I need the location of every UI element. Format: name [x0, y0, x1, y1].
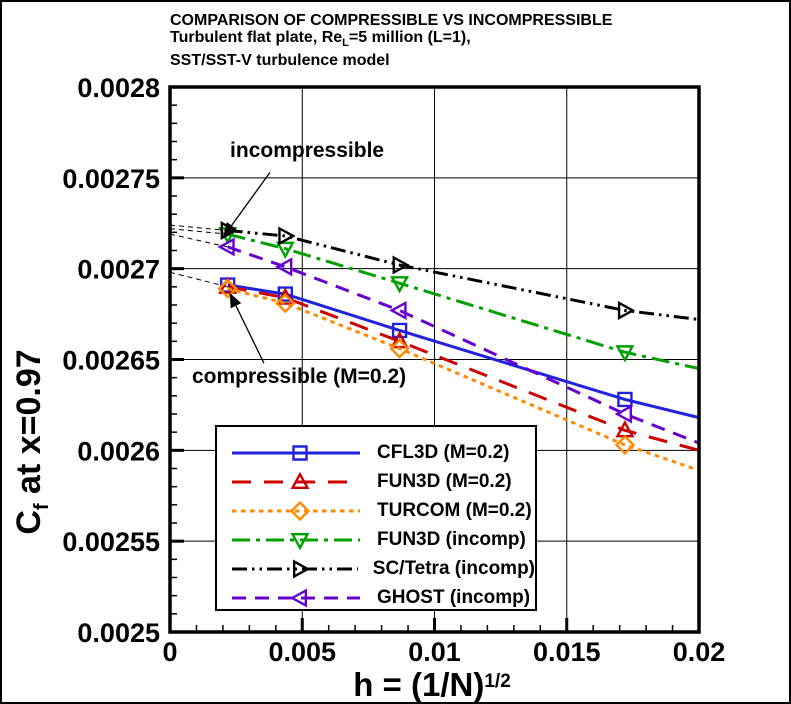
superscript-half: 1/2	[484, 671, 511, 692]
legend-item: FUN3D (M=0.2)	[217, 467, 535, 496]
chart-title-line1: COMPARISON OF COMPRESSIBLE VS INCOMPRESS…	[170, 12, 613, 29]
legend-item: TURCOM (M=0.2)	[217, 496, 535, 525]
legend-line-sample	[232, 532, 360, 550]
legend-line-sample	[232, 558, 358, 579]
legend-line-sample	[232, 587, 360, 608]
plot-border	[168, 85, 701, 634]
legend-label: GHOST (incomp)	[377, 586, 531, 608]
extrapolation-lines	[169, 224, 228, 288]
data-marker-triangle-left	[275, 257, 293, 277]
legend-label: FUN3D (M=0.2)	[377, 470, 512, 492]
tick-labels: 0 0.005 0.01 0.015 0.02 0.0025 0.00255 0.0026 0.…	[62, 73, 725, 667]
legend-line-sample	[232, 471, 360, 489]
legend-item: CFL3D (M=0.2)	[217, 438, 535, 467]
legend-item: SC/Tetra (incomp)	[217, 554, 535, 583]
legend-item: GHOST (incomp)	[217, 583, 535, 612]
data-marker-triangle-up	[218, 276, 238, 294]
legend-line-sample	[232, 500, 360, 521]
legend-line-sample	[232, 444, 360, 461]
legend-marker-triangle-right	[292, 558, 311, 579]
legend-marker-triangle-down	[290, 532, 310, 550]
y-tick-label: 0.0025	[77, 618, 160, 648]
subscript-L: L	[342, 37, 349, 50]
data-marker-triangle-down	[615, 345, 635, 363]
x-tick-label: 0	[162, 637, 177, 667]
y-tick-label: 0.0027	[77, 255, 160, 285]
data-marker-triangle-right	[617, 300, 636, 320]
chart-title-block: COMPARISON OF COMPRESSIBLE VS INCOMPRESS…	[170, 12, 612, 69]
data-marker-triangle-left	[389, 300, 407, 320]
data-marker-triangle-down	[275, 241, 295, 259]
legend-label: SC/Tetra (incomp)	[372, 557, 535, 579]
legend-label: FUN3D (incomp)	[377, 528, 526, 550]
annotation-arrow	[223, 172, 271, 238]
data-marker-triangle-right	[278, 226, 296, 246]
data-marker-diamond	[614, 434, 636, 456]
y-tick-label: 0.0026	[77, 436, 160, 466]
chart-title-line2: Turbulent flat plate, ReL=5 million (L=1…	[170, 29, 471, 50]
data-marker-triangle-left	[614, 404, 632, 424]
legend-label: TURCOM (M=0.2)	[377, 499, 532, 521]
data-marker-diamond	[217, 278, 238, 299]
x-axis-title: h = (1/N)1/2	[353, 666, 511, 703]
y-tick-label: 0.00275	[62, 164, 160, 194]
data-marker-diamond	[275, 293, 296, 314]
subscript-f: f	[30, 503, 53, 511]
series-ghost-incomp-	[217, 237, 700, 445]
chart-title-line3: SST/SST-V turbulence model	[170, 52, 390, 70]
legend-marker-triangle-up	[290, 471, 310, 489]
y-tick-label: 0.00255	[62, 527, 160, 557]
data-marker-triangle-right	[392, 255, 410, 275]
legend-label: CFL3D (M=0.2)	[377, 441, 510, 463]
series-turcom-m-0-2-	[217, 278, 700, 472]
y-axis-title: Cf at x=0.97	[10, 349, 53, 535]
legend-marker-triangle-left	[289, 587, 308, 608]
x-tick-label: 0.005	[268, 637, 336, 667]
annotation-arrow	[229, 292, 265, 364]
x-tick-label: 0.02	[673, 637, 726, 667]
data-marker-square	[391, 322, 408, 339]
data-marker-triangle-down	[390, 276, 410, 294]
legend-item: FUN3D (incomp)	[217, 525, 535, 554]
x-tick-label: 0.01	[408, 637, 461, 667]
y-tick-label: 0.0028	[77, 73, 160, 103]
data-marker-diamond	[389, 338, 410, 359]
legend-marker-diamond	[289, 500, 311, 521]
annotation-compressible: compressible (M=0.2)	[191, 364, 407, 388]
x-tick-label: 0.015	[533, 637, 601, 667]
legend-box: CFL3D (M=0.2) FUN3D (M=0.2) TURCOM (M=0.2)…	[215, 425, 537, 611]
annotation-incompressible: incompressible	[230, 139, 385, 163]
y-tick-label: 0.00265	[62, 346, 160, 376]
data-marker-triangle-up	[275, 287, 295, 305]
legend-marker-square	[292, 444, 308, 461]
data-marker-triangle-left	[217, 237, 235, 257]
